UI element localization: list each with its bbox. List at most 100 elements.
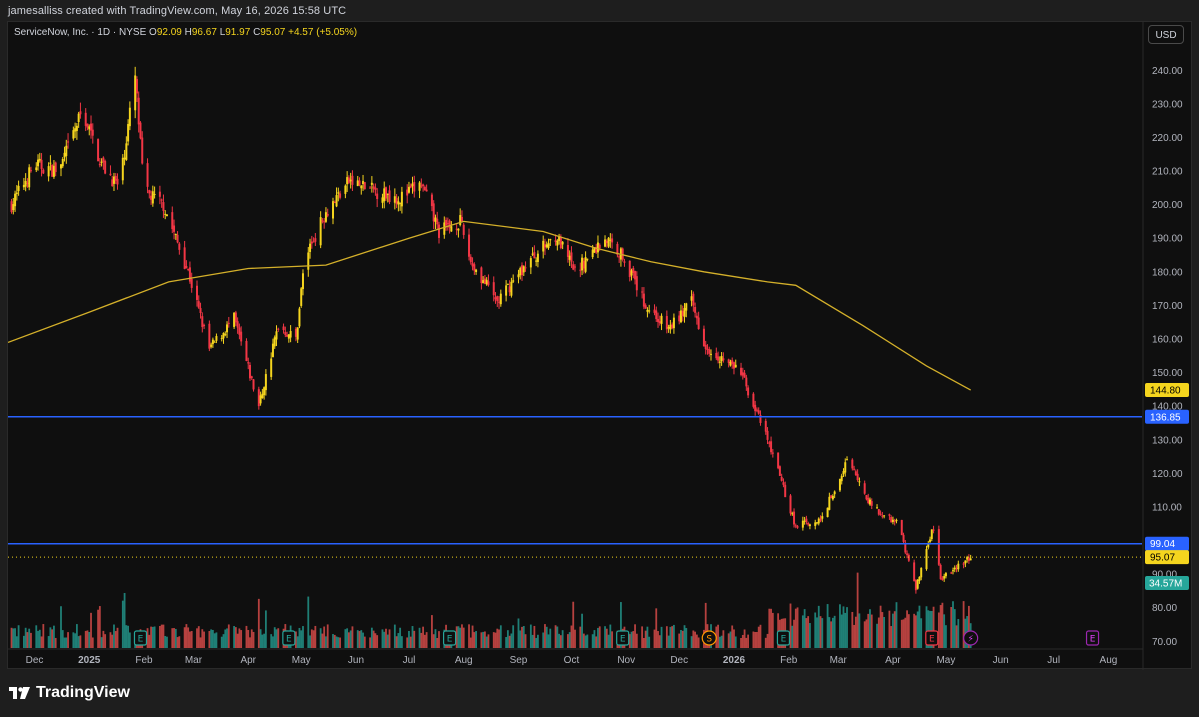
- volume-bar: [388, 629, 391, 648]
- volume-bar: [189, 631, 191, 648]
- candle-body: [784, 484, 787, 498]
- volume-bar: [480, 632, 483, 648]
- candle-body: [236, 321, 239, 328]
- volume-bar: [865, 619, 868, 648]
- volume-bar: [300, 630, 303, 648]
- candle-body: [854, 471, 857, 476]
- candle-body: [815, 522, 818, 524]
- event-marker: [1085, 630, 1100, 646]
- volume-bar: [224, 629, 227, 648]
- chart-panel[interactable]: 250.00240.00230.00220.00210.00200.00190.…: [7, 21, 1193, 670]
- volume-bar: [734, 636, 737, 648]
- candle-body: [324, 212, 327, 222]
- volume-bar: [770, 608, 772, 648]
- candle-body: [17, 185, 20, 192]
- volume-bar: [967, 605, 970, 648]
- candle-body: [125, 143, 128, 160]
- candle-body: [151, 191, 154, 204]
- candle-body: [596, 242, 599, 253]
- x-tick-label: Feb: [135, 655, 153, 666]
- volume-bar: [764, 637, 767, 648]
- candle-body: [678, 315, 681, 322]
- volume-bar: [669, 626, 672, 648]
- volume-bar: [183, 627, 186, 648]
- volume-bar: [801, 615, 804, 648]
- volume-bar: [641, 626, 644, 648]
- volume-bar: [162, 624, 165, 648]
- candle-body: [704, 344, 707, 350]
- volume-bar: [74, 633, 77, 648]
- candle-body: [517, 274, 520, 278]
- volume-bar: [962, 601, 965, 648]
- volume-bar: [348, 632, 350, 648]
- event-marker: [963, 630, 979, 646]
- volume-bar: [438, 631, 440, 648]
- volume-bar: [146, 628, 149, 648]
- volume-bar: [323, 626, 326, 648]
- volume-bar: [929, 610, 931, 648]
- candle-body: [741, 372, 744, 376]
- volume-bar: [100, 637, 103, 648]
- tradingview-logo[interactable]: TradingView: [9, 684, 130, 702]
- price-label-text: 144.80: [1150, 386, 1181, 397]
- volume-bar: [431, 615, 433, 648]
- currency-button[interactable]: USD: [1148, 25, 1184, 44]
- x-tick-label: Sep: [510, 655, 528, 666]
- y-tick-label: 200.00: [1152, 200, 1183, 211]
- candle-body: [395, 198, 398, 204]
- volume-bar: [127, 625, 130, 648]
- candle-body: [437, 224, 440, 238]
- candle-body: [423, 186, 426, 191]
- candle-body: [469, 256, 472, 263]
- volume-bar: [646, 626, 649, 648]
- candle-body: [333, 202, 336, 204]
- volume-bar: [690, 636, 693, 648]
- volume-bar: [720, 635, 723, 648]
- volume-bar: [277, 628, 280, 648]
- volume-bar: [771, 612, 774, 648]
- x-tick-label: Jun: [348, 655, 364, 666]
- candle-body: [102, 157, 105, 162]
- candle-body: [263, 387, 266, 396]
- candle-body: [459, 215, 462, 225]
- candle-body: [35, 167, 38, 171]
- moving-average-line: [8, 220, 972, 391]
- candle-body: [443, 222, 446, 235]
- volume-bar: [556, 626, 559, 648]
- volume-bar: [425, 632, 428, 648]
- candle-body: [289, 331, 292, 338]
- candle-body: [164, 213, 167, 215]
- volume-bar: [510, 633, 513, 648]
- candle-body: [399, 202, 402, 204]
- volume-bar: [870, 614, 873, 648]
- volume-bar: [561, 630, 564, 648]
- volume-bar: [123, 592, 126, 648]
- volume-bar: [683, 625, 686, 648]
- event-marker: [925, 630, 939, 646]
- volume-bar: [697, 637, 700, 648]
- open-value: 92.09: [156, 27, 182, 38]
- volume-bar: [370, 627, 373, 648]
- candle-body: [430, 194, 433, 207]
- candle-body: [362, 181, 365, 184]
- price-chart[interactable]: 250.00240.00230.00220.00210.00200.00190.…: [8, 22, 1193, 670]
- volume-bar: [768, 608, 771, 648]
- volume-bar: [171, 628, 174, 648]
- volume-bar: [344, 629, 347, 648]
- candle-body: [337, 192, 340, 194]
- candle-body: [360, 185, 363, 189]
- candle-body: [616, 243, 619, 255]
- volume-bar: [542, 632, 545, 648]
- candle-body: [363, 182, 366, 190]
- volume-bar: [900, 619, 903, 648]
- candle-body: [370, 182, 373, 185]
- price-label-text: 95.07: [1150, 553, 1175, 564]
- volume-bar: [273, 627, 276, 648]
- volume-bar: [114, 631, 117, 648]
- volume-bar: [611, 631, 613, 648]
- volume-bar: [210, 629, 213, 648]
- candle-body: [496, 296, 499, 302]
- x-tick-label: Mar: [830, 655, 848, 666]
- candle-body: [351, 175, 354, 185]
- volume-bar: [809, 623, 811, 648]
